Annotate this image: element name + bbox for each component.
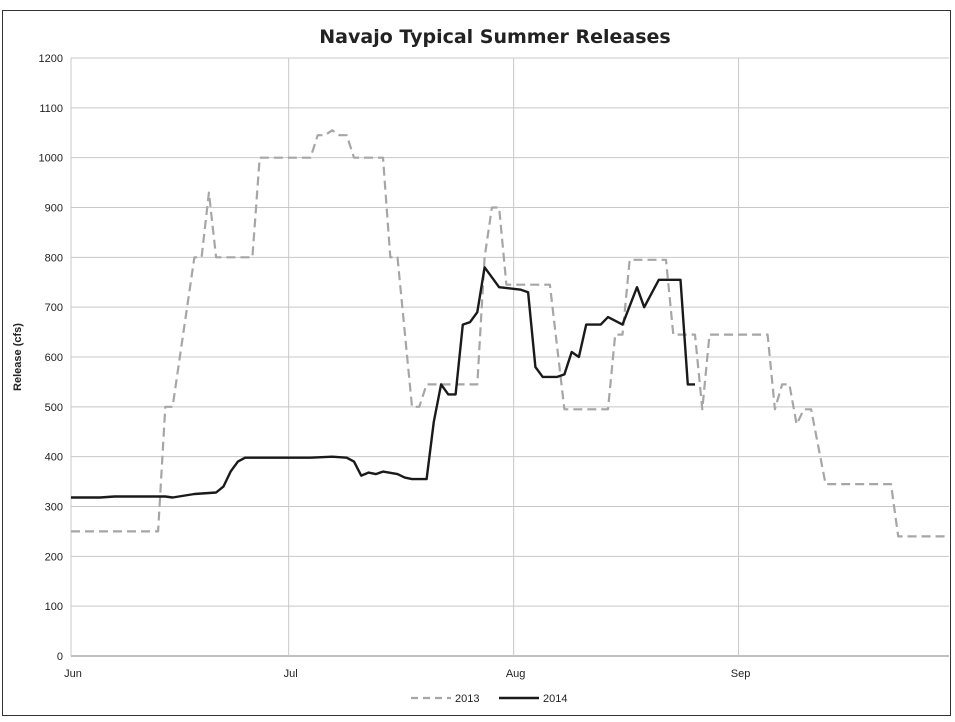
x-axis-ticks: Jun Jul Aug Sep [64,668,750,680]
chart-frame: Navajo Typical Summer Releases Release (… [2,10,951,716]
y-tick-label: 300 [45,502,63,514]
y-tick-label: 600 [45,352,63,364]
y-tick-label: 900 [45,203,63,215]
y-axis-ticks: 0 100 200 300 400 500 600 700 800 900 1000 1100 1200 [39,53,63,663]
y-tick-label: 1200 [39,53,63,65]
legend-label-2014: 2014 [543,693,567,705]
series-line-2014 [71,266,695,499]
y-tick-label: 500 [45,402,63,414]
grid [70,57,949,657]
series-line-2013 [71,129,949,538]
y-tick-label: 700 [45,302,63,314]
series-lines [71,129,949,538]
x-tick-label: Sep [731,668,751,680]
x-tick-label: Aug [506,668,526,680]
y-tick-label: 1000 [39,153,63,165]
line-chart: Navajo Typical Summer Releases Release (… [12,26,949,705]
y-tick-label: 800 [45,252,63,264]
legend-label-2013: 2013 [455,693,479,705]
x-tick-label: Jul [284,668,298,680]
y-tick-label: 100 [45,601,63,613]
legend: 2013 2014 [411,693,567,705]
y-tick-label: 200 [45,551,63,563]
y-tick-label: 0 [57,651,63,663]
chart-title: Navajo Typical Summer Releases [319,26,670,48]
y-axis-label: Release (cfs) [12,323,24,391]
y-tick-label: 400 [45,452,63,464]
x-tick-label: Jun [64,668,82,680]
y-tick-label: 1100 [39,103,63,115]
